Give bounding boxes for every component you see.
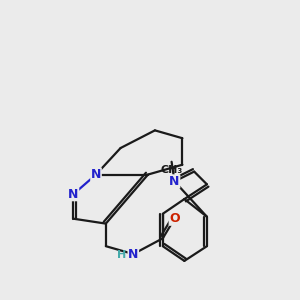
Text: N: N: [169, 175, 180, 188]
Text: N: N: [128, 248, 139, 260]
Text: N: N: [68, 188, 79, 201]
Text: H: H: [117, 250, 126, 260]
Text: N: N: [91, 168, 101, 181]
Text: CH₃: CH₃: [160, 165, 183, 175]
Text: O: O: [169, 212, 180, 225]
